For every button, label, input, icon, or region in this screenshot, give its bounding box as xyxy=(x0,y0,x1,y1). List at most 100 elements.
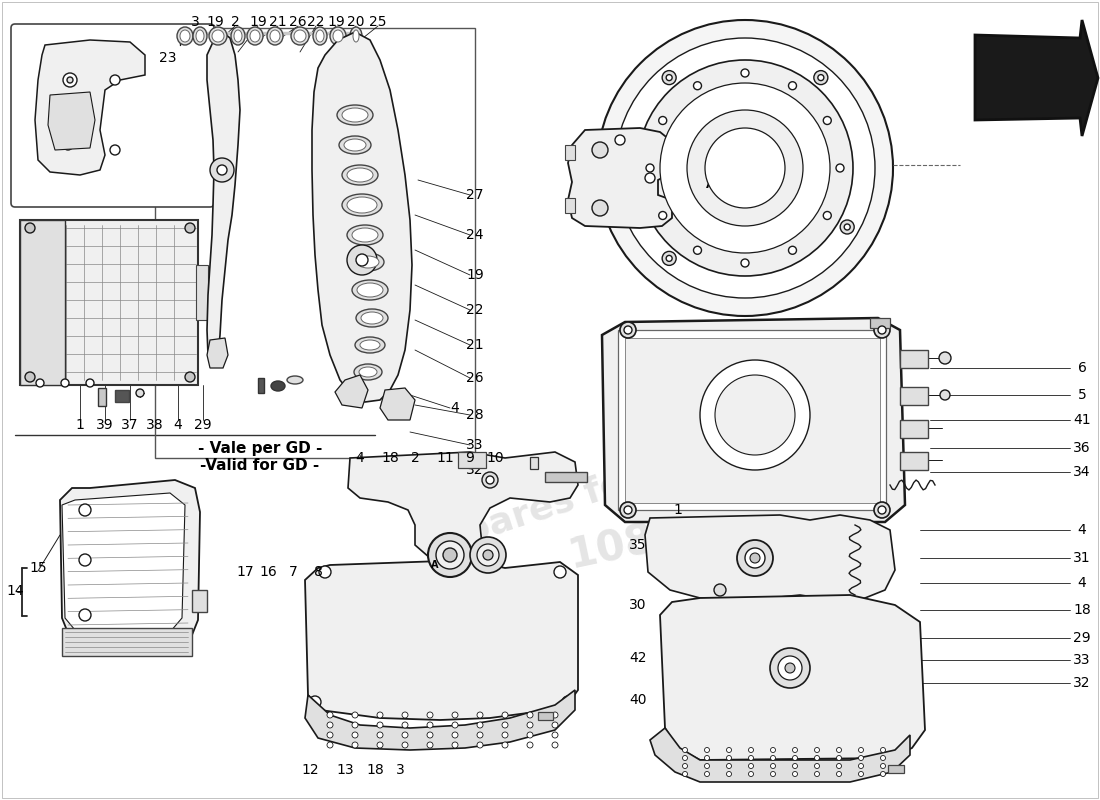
Ellipse shape xyxy=(350,27,362,45)
Circle shape xyxy=(110,145,120,155)
Circle shape xyxy=(377,722,383,728)
Ellipse shape xyxy=(250,30,260,42)
Circle shape xyxy=(880,771,886,777)
Circle shape xyxy=(667,74,672,81)
Circle shape xyxy=(502,742,508,748)
Circle shape xyxy=(814,755,820,761)
Ellipse shape xyxy=(271,381,285,391)
Text: 27: 27 xyxy=(466,188,484,202)
Circle shape xyxy=(477,712,483,718)
Circle shape xyxy=(427,742,433,748)
Circle shape xyxy=(792,771,798,777)
Text: 4: 4 xyxy=(1078,576,1087,590)
Circle shape xyxy=(858,747,864,753)
Ellipse shape xyxy=(339,136,371,154)
Text: 33: 33 xyxy=(466,438,484,452)
Circle shape xyxy=(704,763,710,769)
Text: 6: 6 xyxy=(1078,361,1087,375)
Bar xyxy=(155,28,475,458)
Circle shape xyxy=(700,360,810,470)
Circle shape xyxy=(624,326,632,334)
Bar xyxy=(900,350,928,368)
Circle shape xyxy=(552,742,558,748)
Ellipse shape xyxy=(330,27,346,45)
Text: 3: 3 xyxy=(396,763,405,777)
Circle shape xyxy=(477,722,483,728)
Circle shape xyxy=(715,375,795,455)
Ellipse shape xyxy=(346,197,377,213)
Circle shape xyxy=(645,173,654,183)
Ellipse shape xyxy=(346,225,383,245)
Ellipse shape xyxy=(344,139,366,151)
Bar xyxy=(544,472,587,482)
Circle shape xyxy=(785,663,795,673)
Circle shape xyxy=(592,142,608,158)
Circle shape xyxy=(667,255,672,262)
Circle shape xyxy=(704,755,710,761)
Bar xyxy=(20,220,65,385)
Ellipse shape xyxy=(353,30,359,42)
Circle shape xyxy=(745,548,764,568)
Text: 2: 2 xyxy=(231,15,240,29)
Ellipse shape xyxy=(361,312,383,324)
Circle shape xyxy=(770,771,776,777)
Circle shape xyxy=(309,696,321,708)
Circle shape xyxy=(858,755,864,761)
Text: 35: 35 xyxy=(629,538,647,552)
Ellipse shape xyxy=(346,168,373,182)
Circle shape xyxy=(327,722,333,728)
Bar xyxy=(62,628,192,656)
Circle shape xyxy=(836,755,842,761)
Text: 15: 15 xyxy=(30,561,47,575)
Bar xyxy=(565,145,575,160)
Circle shape xyxy=(562,696,574,708)
Ellipse shape xyxy=(287,376,303,384)
Circle shape xyxy=(741,259,749,267)
Circle shape xyxy=(750,553,760,563)
Circle shape xyxy=(327,742,333,748)
Circle shape xyxy=(527,732,534,738)
Circle shape xyxy=(748,747,754,753)
Circle shape xyxy=(726,771,732,777)
Text: 38: 38 xyxy=(146,418,164,432)
Circle shape xyxy=(60,379,69,387)
Circle shape xyxy=(880,755,886,761)
Circle shape xyxy=(63,73,77,87)
Circle shape xyxy=(705,128,785,208)
Circle shape xyxy=(443,548,456,562)
Ellipse shape xyxy=(355,337,385,353)
Circle shape xyxy=(792,747,798,753)
Circle shape xyxy=(402,712,408,718)
Text: 32: 32 xyxy=(1074,676,1091,690)
Text: 29: 29 xyxy=(1074,631,1091,645)
Bar xyxy=(888,765,904,773)
Circle shape xyxy=(874,322,890,338)
Ellipse shape xyxy=(270,30,280,42)
Bar xyxy=(900,420,928,438)
Ellipse shape xyxy=(267,27,283,45)
Circle shape xyxy=(217,165,227,175)
Ellipse shape xyxy=(358,283,383,297)
Circle shape xyxy=(880,763,886,769)
Circle shape xyxy=(427,732,433,738)
Ellipse shape xyxy=(316,30,324,42)
Text: 21: 21 xyxy=(270,15,287,29)
Circle shape xyxy=(79,504,91,516)
Circle shape xyxy=(836,747,842,753)
Circle shape xyxy=(346,245,377,275)
Ellipse shape xyxy=(180,30,190,42)
Circle shape xyxy=(185,372,195,382)
Circle shape xyxy=(436,541,464,569)
Circle shape xyxy=(402,742,408,748)
Ellipse shape xyxy=(234,30,242,42)
Circle shape xyxy=(79,554,91,566)
Polygon shape xyxy=(62,493,185,632)
Text: 24: 24 xyxy=(466,228,484,242)
Text: 13: 13 xyxy=(337,763,354,777)
Circle shape xyxy=(778,656,802,680)
Circle shape xyxy=(352,742,358,748)
Ellipse shape xyxy=(177,27,192,45)
Circle shape xyxy=(427,722,433,728)
Circle shape xyxy=(136,389,144,397)
Circle shape xyxy=(527,712,534,718)
